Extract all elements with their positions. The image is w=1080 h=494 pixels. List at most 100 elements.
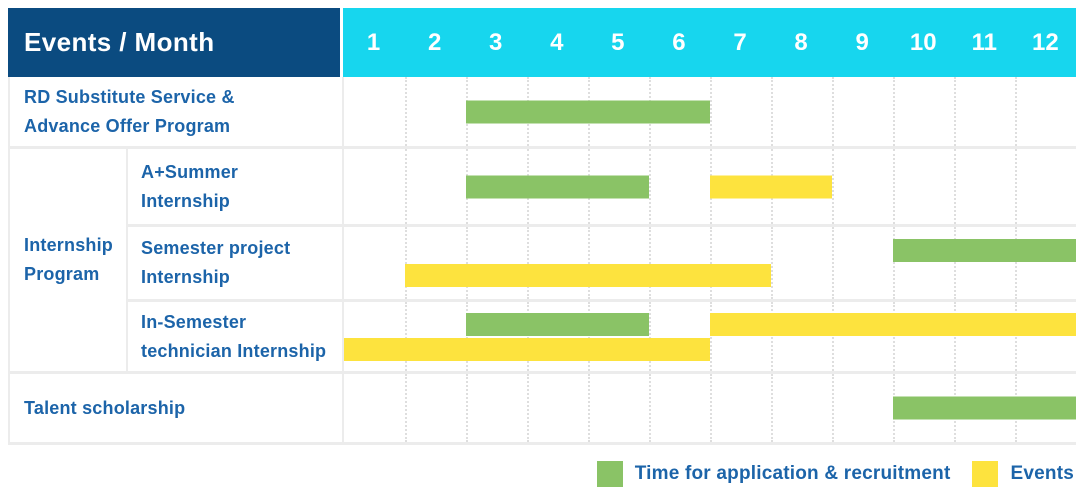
- month-gridline: [527, 374, 529, 442]
- gantt-bar-event: [405, 264, 771, 287]
- gantt-bar-recruitment: [893, 396, 1076, 420]
- month-header-cell: 3: [489, 28, 503, 56]
- bar-area: [342, 374, 1076, 442]
- month-gridline: [466, 302, 468, 371]
- row-label: In-Semester technician Internship: [126, 302, 342, 371]
- legend-label-events: Events: [1010, 463, 1074, 484]
- schedule-table: Events / Month 1 2 3 4 5 6 7 8 9 10 11 12 RD Substi…: [8, 8, 1076, 445]
- month-gridline: [649, 149, 651, 224]
- bar-area: [342, 77, 1076, 146]
- month-gridline: [771, 227, 773, 299]
- month-gridline: [893, 77, 895, 146]
- row-group-rows: A+Summer Internship Semester project Intern…: [126, 149, 1076, 371]
- month-gridline: [710, 77, 712, 146]
- month-gridline: [1015, 302, 1017, 371]
- legend-swatch-recruitment: [596, 461, 623, 487]
- month-gridline: [588, 302, 590, 371]
- row-label-line: technician Internship: [141, 340, 327, 361]
- month-gridline: [954, 149, 956, 224]
- month-header-cell: 1: [366, 28, 381, 56]
- row-group-label: Internship Program: [10, 149, 126, 371]
- row-label-line: A+Summer: [141, 161, 239, 182]
- month-gridline: [771, 374, 773, 442]
- month-header-cell: 8: [794, 28, 808, 56]
- month-gridline: [588, 374, 590, 442]
- table-row: A+Summer Internship: [126, 149, 1076, 224]
- month-gridline: [710, 302, 712, 371]
- month-gridline: [405, 302, 407, 371]
- month-gridline: [954, 227, 956, 299]
- month-header-cell: 12: [1032, 28, 1059, 56]
- month-gridline: [893, 149, 895, 224]
- month-gridline: [405, 374, 407, 442]
- row-label-line: Talent scholarship: [24, 397, 186, 418]
- month-gridline: [649, 302, 651, 371]
- month-gridline: [649, 227, 651, 299]
- row-group: Internship Program A+Summer Internship Semes…: [10, 149, 1076, 374]
- month-header-cell: 2: [427, 28, 442, 56]
- month-gridline: [832, 302, 834, 371]
- month-header-cell: 5: [611, 28, 625, 56]
- month-gridline: [771, 77, 773, 146]
- row-label-line: Advance Offer Program: [24, 115, 231, 136]
- row-group-label-line: Program: [24, 264, 100, 284]
- month-header: 1 2 3 4 5 6 7 8 9 10 11 12: [343, 8, 1076, 77]
- month-gridline: [710, 374, 712, 442]
- month-header-cell: 6: [672, 28, 686, 56]
- month-gridline: [405, 77, 407, 146]
- month-gridline: [832, 77, 834, 146]
- month-gridline: [710, 227, 712, 299]
- row-group-label-line: Internship: [24, 235, 114, 255]
- bar-area: [342, 302, 1076, 371]
- month-header-cell: 10: [909, 28, 937, 56]
- bar-area: [342, 227, 1076, 299]
- month-gridline: [1015, 149, 1017, 224]
- month-gridline: [649, 374, 651, 442]
- corner-header-label: Events / Month: [24, 27, 215, 57]
- row-label: Semester project Internship: [126, 227, 342, 299]
- month-gridline: [1015, 227, 1017, 299]
- gantt-bar-event: [710, 175, 832, 198]
- table-header: Events / Month 1 2 3 4 5 6 7 8 9 10 11 12: [8, 8, 1076, 77]
- month-header-cell: 4: [550, 28, 564, 56]
- month-header-cell: 11: [971, 28, 997, 56]
- month-header-cell: 9: [855, 28, 869, 56]
- legend-label-recruitment: Time for application & recruitment: [634, 463, 951, 484]
- gantt-bar-recruitment: [466, 100, 710, 123]
- month-gridline: [893, 302, 895, 371]
- month-gridline: [832, 149, 834, 224]
- month-gridline: [893, 227, 895, 299]
- month-gridline: [405, 227, 407, 299]
- gantt-bar-recruitment: [466, 312, 649, 336]
- row-label-line: Semester project: [141, 238, 291, 258]
- legend-swatch-events: [972, 461, 999, 487]
- month-gridline: [1015, 77, 1017, 146]
- month-gridline: [771, 302, 773, 371]
- legend-item-recruitment: Time for application & recruitment: [596, 461, 951, 487]
- month-header-cell: 7: [733, 28, 747, 56]
- table-row: Semester project Internship: [126, 224, 1076, 299]
- month-gridline: [466, 227, 468, 299]
- legend: Time for application & recruitment Event…: [596, 459, 1074, 489]
- month-gridline: [954, 77, 956, 146]
- gantt-bar-recruitment: [893, 239, 1076, 262]
- month-gridline: [466, 374, 468, 442]
- table-row: In-Semester technician Internship: [126, 299, 1076, 371]
- month-gridline: [527, 302, 529, 371]
- row-label-line: In-Semester: [141, 311, 247, 332]
- gantt-bar-recruitment: [466, 175, 649, 198]
- row-label-line: Internship: [141, 190, 231, 211]
- corner-header-cell: Events / Month: [8, 8, 340, 77]
- gantt-bar-event: [710, 312, 1076, 336]
- legend-item-events: Events: [972, 461, 1074, 487]
- row-label: A+Summer Internship: [126, 149, 342, 224]
- month-gridline: [832, 227, 834, 299]
- month-gridline: [588, 227, 590, 299]
- row-label-line: Internship: [141, 267, 231, 287]
- month-gridline: [405, 149, 407, 224]
- table-row: Talent scholarship: [10, 374, 1076, 445]
- month-gridline: [954, 302, 956, 371]
- month-gridline: [527, 227, 529, 299]
- table-row: RD Substitute Service & Advance Offer Pro…: [10, 77, 1076, 149]
